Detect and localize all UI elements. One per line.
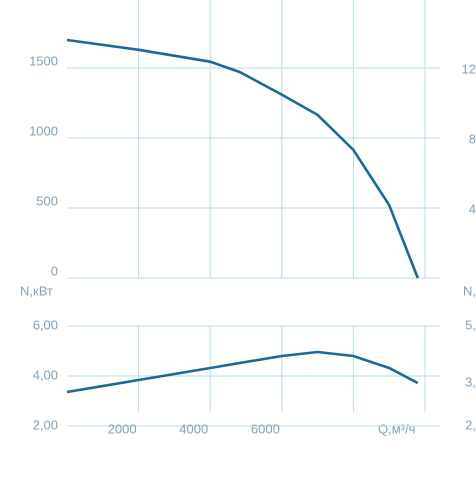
x-tick-label: 6000 bbox=[251, 421, 280, 436]
y-tick-label: 500 bbox=[36, 193, 58, 208]
y-tick-label: 1000 bbox=[29, 123, 58, 138]
cut-off-label: 12 bbox=[462, 61, 476, 76]
curve bbox=[66, 38, 420, 279]
cut-off-label: 2, bbox=[465, 417, 476, 432]
curve bbox=[66, 350, 419, 394]
y-tick-label: 6,00 bbox=[33, 317, 58, 332]
x-tick-label: 4000 bbox=[179, 421, 208, 436]
y-tick-label: 0 bbox=[51, 263, 58, 278]
cut-off-label: 3, bbox=[465, 374, 476, 389]
cut-off-label: 8 bbox=[469, 131, 476, 146]
cut-off-label: 5, bbox=[465, 317, 476, 332]
cut-off-label: 4 bbox=[469, 201, 476, 216]
y-tick-label: 2,00 bbox=[33, 417, 58, 432]
y-tick-label: 4,00 bbox=[33, 367, 58, 382]
y-tick-label: 1500 bbox=[29, 53, 58, 68]
y-axis-label: N,кВт bbox=[20, 283, 53, 298]
cut-off-label: N, bbox=[463, 283, 476, 298]
x-tick-label: 2000 bbox=[108, 421, 137, 436]
x-axis-label: Q,м³/ч bbox=[378, 421, 415, 436]
